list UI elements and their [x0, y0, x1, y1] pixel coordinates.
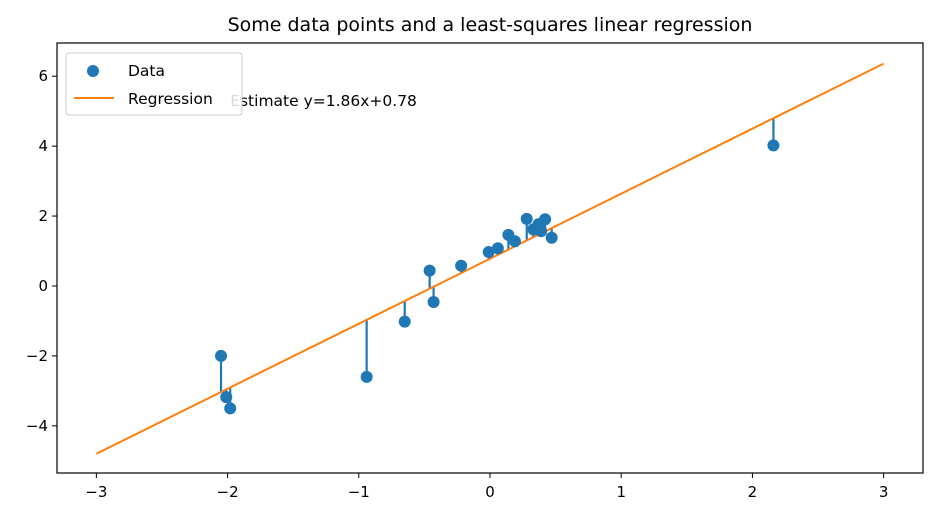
data-point: [520, 212, 533, 225]
x-tick-label: 1: [616, 483, 626, 501]
y-tick-label: 6: [38, 67, 48, 85]
data-point: [482, 246, 495, 259]
y-tick-label: 2: [38, 207, 48, 225]
legend: Data Regression: [65, 52, 243, 116]
y-tick-label: 4: [38, 137, 48, 155]
x-tick-label: −3: [85, 483, 107, 501]
data-point: [767, 139, 780, 152]
legend-label-regression: Regression: [128, 90, 213, 108]
y-tick-label: 0: [38, 277, 48, 295]
y-axis: −4 −2 0 2 4 6: [26, 67, 57, 435]
legend-box: [65, 52, 243, 116]
x-tick-label: −1: [348, 483, 370, 501]
data-point: [427, 296, 440, 309]
x-tick-label: 3: [879, 483, 889, 501]
y-tick-label: −2: [26, 347, 48, 365]
data-point: [491, 242, 504, 255]
data-point: [508, 235, 521, 248]
data-point: [539, 213, 552, 226]
data-point: [398, 315, 411, 328]
data-point: [215, 349, 228, 362]
data-points: [215, 139, 780, 415]
regression-line: [95, 62, 885, 455]
x-tick-label: 0: [485, 483, 495, 501]
regression-line-group: [95, 62, 885, 455]
legend-label-data: Data: [128, 62, 165, 80]
data-point: [423, 264, 436, 277]
data-point: [220, 391, 233, 404]
x-tick-label: −2: [217, 483, 239, 501]
legend-marker-data: [87, 65, 99, 77]
data-point: [535, 225, 548, 238]
data-point: [224, 402, 237, 415]
y-tick-label: −4: [26, 417, 48, 435]
chart-title: Some data points and a least-squares lin…: [228, 14, 753, 36]
data-point: [545, 231, 558, 244]
x-axis: −3 −2 −1 0 1 2 3: [85, 473, 888, 501]
estimate-annotation: Estimate y=1.86x+0.78: [230, 92, 417, 110]
data-point: [455, 259, 468, 272]
x-tick-label: 2: [748, 483, 758, 501]
data-point: [360, 370, 373, 383]
